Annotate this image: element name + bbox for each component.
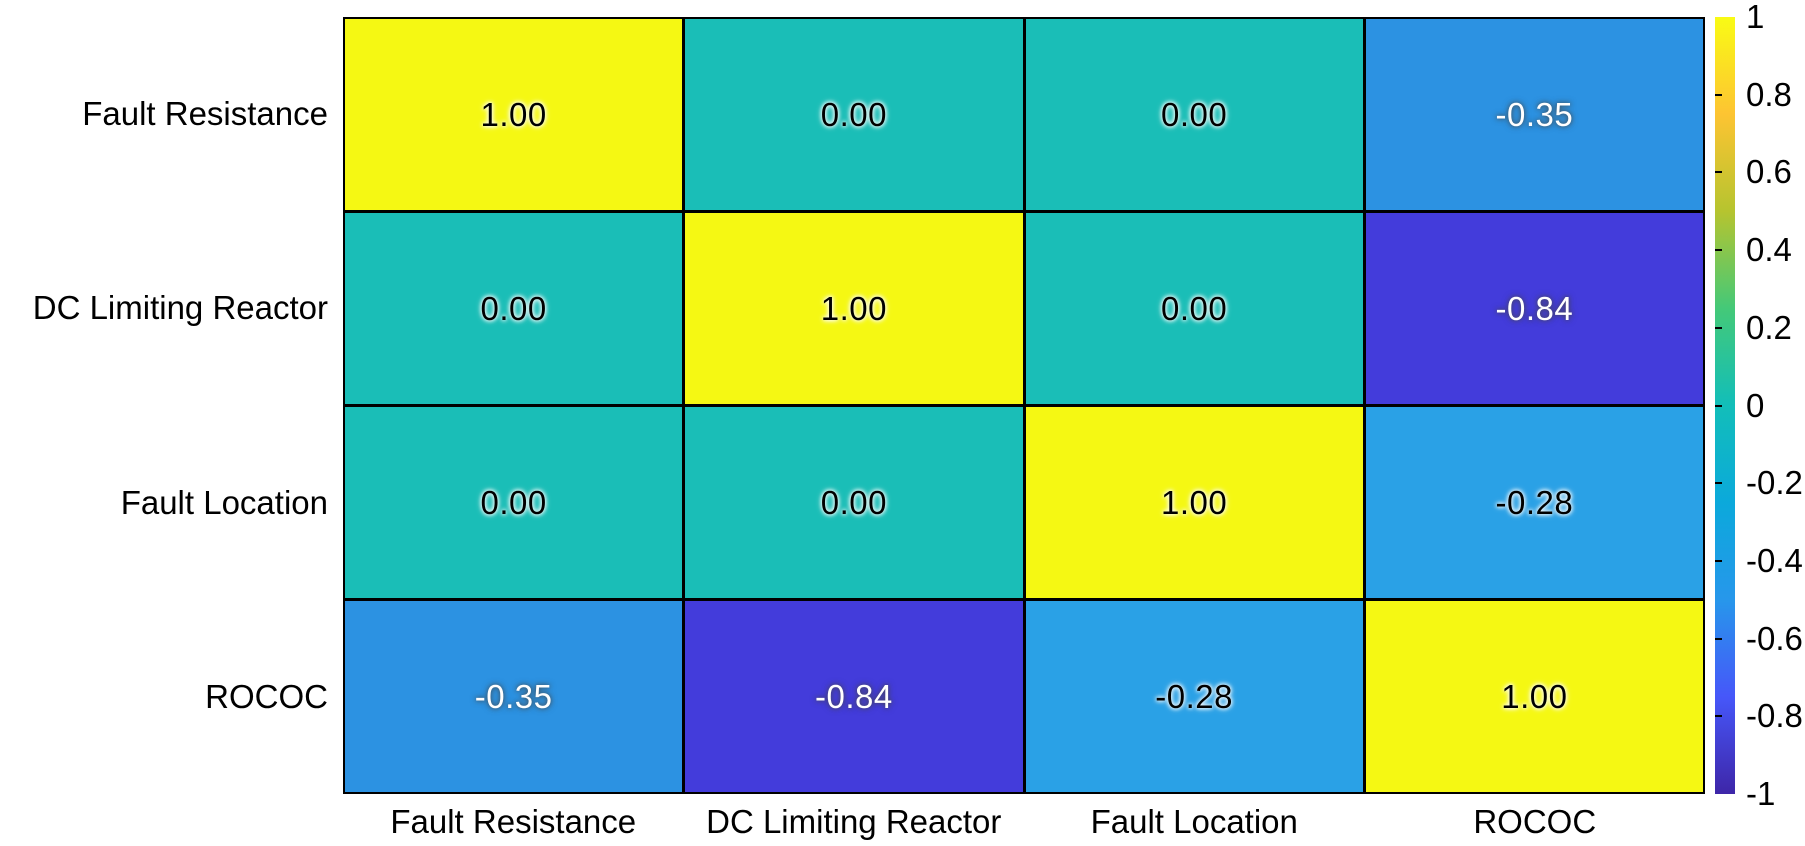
cell-value-label: 1.00 [1161, 484, 1228, 521]
heatmap-cell-r0c3: -0.35 [1365, 19, 1703, 210]
heatmap-cell-r2c0: 0.00 [345, 407, 683, 598]
cell-value-label: 0.00 [1161, 290, 1228, 327]
colorbar-tick-label-0.6: 0.6 [1746, 153, 1792, 191]
colorbar-tick-label-0.8: 0.8 [1746, 75, 1792, 113]
heatmap-cell-r1c2: 0.00 [1025, 213, 1363, 404]
colorbar [1715, 17, 1735, 794]
heatmap-cell-r3c2: -0.28 [1025, 601, 1363, 792]
cell-value-label: 0.00 [820, 96, 887, 133]
colorbar-tick-label--0.2: -0.2 [1746, 464, 1803, 502]
heatmap-cell-r1c1: 1.00 [685, 213, 1023, 404]
y-axis-label-1: DC Limiting Reactor [32, 289, 328, 327]
cell-value-label: -0.84 [1495, 290, 1574, 327]
cell-value-label: 1.00 [480, 96, 547, 133]
cell-value-label: -0.84 [815, 678, 893, 715]
colorbar-tick-labels: 1 0.8 0.6 0.4 0.2 0 -0.2 -0.4 -0.6 -0.8 -1 [1746, 0, 1805, 812]
colorbar-tick-mark [1715, 637, 1722, 640]
colorbar-tick-mark [1715, 404, 1722, 407]
cell-value-label: 0.00 [480, 290, 547, 327]
colorbar-tick-label--0.4: -0.4 [1746, 541, 1803, 579]
colorbar-tick-mark [1715, 559, 1722, 562]
colorbar-tick-label-0.2: 0.2 [1746, 308, 1792, 346]
colorbar-tick-mark [1715, 93, 1722, 96]
x-axis-labels: Fault Resistance DC Limiting Reactor Fault… [343, 803, 1705, 841]
colorbar-tick-label--0.6: -0.6 [1746, 619, 1803, 657]
heatmap-cell-r1c3: -0.84 [1365, 213, 1703, 404]
colorbar-tick-label-0: 0 [1746, 386, 1765, 424]
colorbar-tick-mark [1715, 482, 1722, 485]
y-axis-label-2: Fault Location [120, 483, 328, 521]
colorbar-tick-mark [1715, 326, 1722, 329]
cell-value-label: 1.00 [1501, 678, 1568, 715]
heatmap-cell-r0c1: 0.00 [685, 19, 1023, 210]
cell-value-label: -0.35 [1495, 96, 1574, 133]
colorbar-tick-mark [1715, 715, 1722, 718]
heatmap-cell-r2c3: -0.28 [1365, 407, 1703, 598]
heatmap-cell-r0c0: 1.00 [345, 19, 683, 210]
heatmap-cell-r2c2: 1.00 [1025, 407, 1363, 598]
x-axis-label-0: Fault Resistance [390, 803, 637, 840]
heatmap-cell-r3c1: -0.84 [685, 601, 1023, 792]
x-axis-label-2: Fault Location [1090, 803, 1298, 840]
cell-value-label: -0.28 [1155, 678, 1233, 715]
colorbar-tick-label-1: 1 [1746, 0, 1765, 35]
heatmap-grid: 1.00 0.00 0.00 -0.35 0.00 1.00 0.00 -0.84 0.00 0.… [343, 17, 1705, 794]
colorbar-gradient [1715, 17, 1735, 794]
x-axis-label-3: ROCOC [1473, 803, 1597, 840]
cell-value-label: 0.00 [820, 484, 887, 521]
heatmap-cell-r0c2: 0.00 [1025, 19, 1363, 210]
cell-value-label: -0.35 [474, 678, 553, 715]
colorbar-tick-mark [1715, 171, 1722, 174]
cell-value-label: 0.00 [480, 484, 547, 521]
heatmap-cell-r3c3: 1.00 [1365, 601, 1703, 792]
x-axis-label-1: DC Limiting Reactor [706, 803, 1002, 840]
cell-value-label: 0.00 [1161, 96, 1228, 133]
heatmap-cell-r1c0: 0.00 [345, 213, 683, 404]
y-axis-label-3: ROCOC [205, 677, 328, 715]
cell-value-label: -0.28 [1495, 484, 1574, 521]
y-axis-labels: Fault Resistance DC Limiting Reactor Fault… [0, 17, 328, 794]
heatmap-cell-r2c1: 0.00 [685, 407, 1023, 598]
colorbar-tick-label--1: -1 [1746, 775, 1776, 812]
heatmap-cell-r3c0: -0.35 [345, 601, 683, 792]
cell-value-label: 1.00 [820, 290, 887, 327]
colorbar-tick-label--0.8: -0.8 [1746, 697, 1803, 735]
colorbar-tick-label-0.4: 0.4 [1746, 231, 1792, 269]
y-axis-label-0: Fault Resistance [82, 95, 328, 133]
colorbar-tick-mark [1715, 249, 1722, 252]
